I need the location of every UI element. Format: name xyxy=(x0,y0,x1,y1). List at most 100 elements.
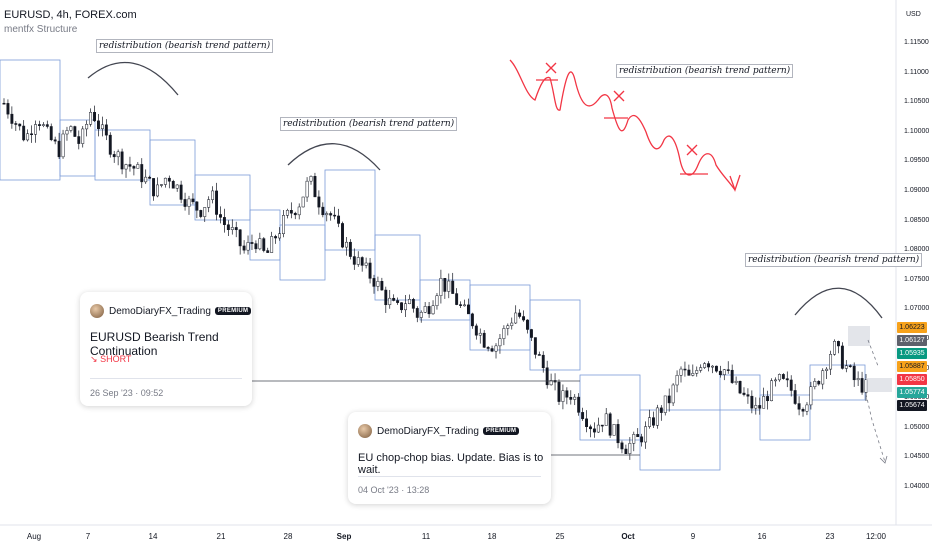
candle xyxy=(116,149,120,166)
time-tick-label: 25 xyxy=(555,532,565,541)
candle xyxy=(695,366,699,377)
structure-box xyxy=(529,299,581,371)
candle xyxy=(372,274,376,294)
candle xyxy=(285,208,289,219)
candle xyxy=(478,328,482,344)
candle xyxy=(380,277,384,291)
author-name: DemoDiaryFX_Trading xyxy=(109,305,211,317)
candle xyxy=(640,433,644,447)
candle xyxy=(730,364,734,384)
candle xyxy=(388,290,392,309)
candle xyxy=(774,377,777,387)
candle xyxy=(447,273,451,299)
time-tick-label: 14 xyxy=(148,532,158,541)
candle xyxy=(577,393,581,416)
time-tick-label: 16 xyxy=(757,532,767,541)
candle xyxy=(557,379,561,406)
candle xyxy=(305,177,309,202)
time-tick-label: 23 xyxy=(825,532,835,541)
structure-box xyxy=(759,394,811,441)
candle xyxy=(26,129,30,142)
candle xyxy=(785,371,789,388)
candle xyxy=(199,209,203,219)
price-tick-label: 1.05000 xyxy=(904,423,930,431)
idea-date: 04 Oct '23 · 13:28 xyxy=(358,485,430,495)
candle xyxy=(341,221,344,249)
candle xyxy=(537,351,541,356)
candle xyxy=(624,444,628,455)
candle xyxy=(553,373,557,391)
idea-card[interactable]: DemoDiaryFX_Trading PREMIUM EURUSD Beari… xyxy=(80,292,252,406)
candle xyxy=(860,371,864,395)
candle xyxy=(167,175,171,189)
candle xyxy=(648,409,651,429)
candle xyxy=(836,340,840,354)
candle xyxy=(770,378,773,402)
author-name: DemoDiaryFX_Trading xyxy=(377,425,479,437)
idea-date: 26 Sep '23 · 09:52 xyxy=(90,388,164,398)
candle xyxy=(600,424,604,433)
candle xyxy=(817,380,821,386)
annotation-label[interactable]: redistribution (bearish trend pattern) xyxy=(616,64,794,78)
structure-box xyxy=(194,174,251,221)
structure-box xyxy=(279,224,326,281)
candle xyxy=(451,272,455,294)
time-tick-label: Aug xyxy=(26,532,42,541)
candle xyxy=(549,373,553,386)
candle xyxy=(419,310,423,323)
candle xyxy=(191,193,195,205)
candle xyxy=(344,236,348,256)
candle xyxy=(821,368,825,390)
idea-title[interactable]: EU chop-chop bias. Update. Bias is to wa… xyxy=(358,452,544,476)
candle xyxy=(443,278,447,299)
candle xyxy=(404,295,407,318)
candle xyxy=(459,301,463,308)
candle xyxy=(840,342,844,370)
pattern-arc xyxy=(87,62,179,96)
candle xyxy=(73,125,77,137)
candle xyxy=(852,362,856,387)
price-tag: 1.05674 xyxy=(897,400,927,411)
idea-title[interactable]: EURUSD Bearish Trend Continuation xyxy=(90,330,219,358)
candle xyxy=(781,373,785,380)
candle xyxy=(797,396,801,416)
candle xyxy=(77,130,81,150)
candle xyxy=(317,190,321,215)
supply-zone xyxy=(866,378,892,392)
candle xyxy=(833,339,836,356)
candle xyxy=(805,402,809,416)
candle xyxy=(97,114,100,137)
candle xyxy=(482,330,486,349)
candle xyxy=(777,373,781,382)
candle xyxy=(30,125,34,143)
candle xyxy=(352,248,356,270)
annotation-label[interactable]: redistribution (bearish trend pattern) xyxy=(745,253,923,267)
candle xyxy=(533,337,537,359)
candle xyxy=(325,211,329,222)
candle xyxy=(337,208,341,228)
symbol-title: EURUSD, 4h, FOREX.com xyxy=(4,9,137,21)
arrow-down-icon xyxy=(729,174,741,192)
idea-card[interactable]: DemoDiaryFX_Trading PREMIUM EU chop-chop… xyxy=(348,412,551,504)
divider xyxy=(358,476,541,477)
price-tick-label: 1.09000 xyxy=(904,187,930,194)
candle xyxy=(498,334,502,354)
annotation-label[interactable]: redistribution (bearish trend pattern) xyxy=(280,117,458,131)
candle xyxy=(187,195,191,215)
candle xyxy=(136,162,140,169)
currency-label[interactable]: USD xyxy=(906,11,921,18)
candle xyxy=(494,343,498,359)
candle xyxy=(825,367,829,380)
idea-author[interactable]: DemoDiaryFX_Trading PREMIUM xyxy=(358,424,520,438)
candle xyxy=(829,350,833,375)
candle xyxy=(289,202,293,219)
candle xyxy=(384,286,388,313)
idea-author[interactable]: DemoDiaryFX_Trading PREMIUM xyxy=(90,304,252,318)
pattern-arc xyxy=(287,143,381,171)
candle xyxy=(644,421,648,449)
annotation-label[interactable]: redistribution (bearish trend pattern) xyxy=(96,39,274,53)
candle xyxy=(274,234,278,244)
candle xyxy=(108,132,112,158)
time-tick-label: Sep xyxy=(336,532,352,541)
